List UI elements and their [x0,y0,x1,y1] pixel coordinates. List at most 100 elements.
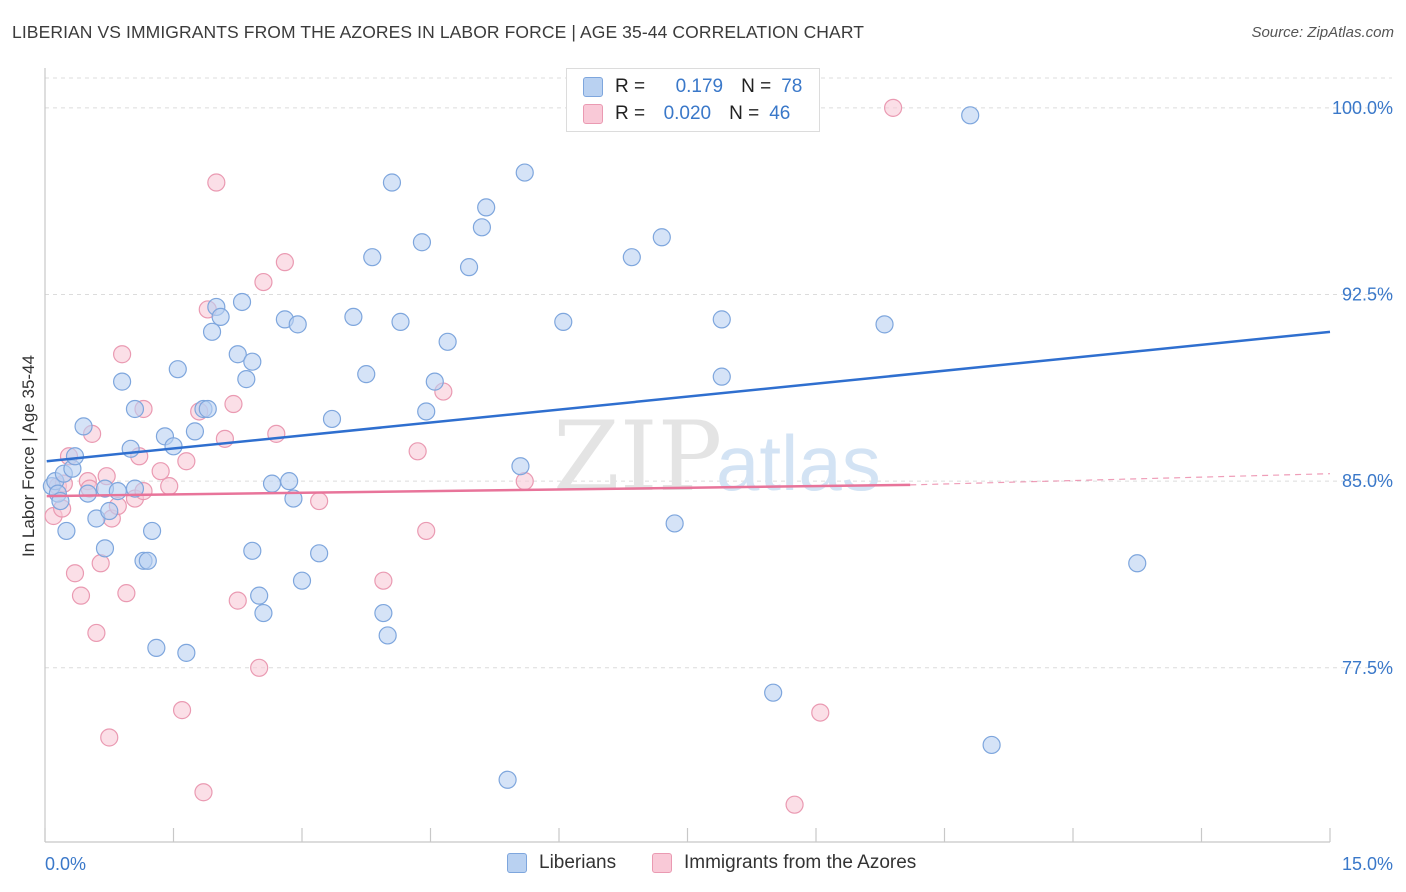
y-tick-label: 92.5% [1342,285,1393,305]
x-tick-label-max: 15.0% [1342,854,1393,874]
azores-point [228,591,247,610]
liberian-point [357,365,376,384]
liberian-point [459,258,479,277]
chart-title: LIBERIAN VS IMMIGRANTS FROM THE AZORES I… [12,22,865,42]
liberian-point [391,312,410,331]
liberian-point [875,315,894,334]
liberian-point [292,571,312,590]
x-tick-label-min: 0.0% [45,854,86,874]
watermark-zip: ZIP [553,401,722,513]
liberian-point [262,474,282,493]
liberian-point [665,514,684,533]
azores-point [112,345,132,364]
liberian-point [417,402,436,421]
source-credit: Source: ZipAtlas.com [1251,24,1394,41]
azores-point [883,98,903,117]
azores-point [811,703,830,722]
legend-item-liberians[interactable]: Liberians [507,852,616,874]
trend-line-azores-extension [910,473,1331,486]
stats-legend: R = 0.179 N = 78 R = 0.020 N = 46 [566,68,820,132]
liberian-point [65,447,85,466]
azores-point [177,452,196,471]
liberian-point [412,233,432,252]
liberian-point [712,310,731,329]
azores-point [785,795,804,814]
liberian-point [374,603,393,623]
liberian-point [378,626,397,645]
tick-labels: 77.5% 85.0% 92.5% 100.0% 0.0% 15.0% [45,98,1393,874]
legend-n-label: N = [729,103,760,124]
liberian-point [652,228,671,247]
liberian-point [95,539,115,558]
liberian-point [185,422,205,441]
liberian-point [250,586,269,605]
azores-point [408,442,427,461]
azores-point [250,658,269,677]
y-tick-label: 100.0% [1332,98,1393,118]
liberian-point [100,501,119,521]
liberian-point [622,248,641,267]
liberian-point [982,735,1001,755]
liberian-point [237,370,256,389]
trend-lines [46,330,1331,498]
azores-point [515,472,534,491]
trend-line-azores [46,483,911,498]
liberian-point [344,307,363,327]
watermark: ZIP atlas [553,401,881,513]
liberian-point [142,521,162,541]
liberian-point [1128,554,1147,573]
liberian-point [211,307,230,327]
azores-point [65,564,85,583]
liberian-point [108,482,127,501]
liberian-point [125,399,145,419]
azores-point [117,584,136,603]
azores-point [172,701,192,720]
legend-swatch-pink [652,853,672,873]
liberian-point [121,439,140,458]
azores-point [151,462,170,481]
azores-point [87,623,106,643]
liberian-point [57,521,76,541]
liberian-point [310,544,329,563]
liberian-point [477,198,496,217]
axes [44,68,1331,843]
legend-r-label: R = [615,76,646,97]
liberian-point [74,417,93,436]
liberian-point [198,399,217,419]
legend-row-liberians: R = 0.179 N = 78 [583,75,802,99]
liberian-point [438,332,457,351]
liberian-point [112,372,132,391]
liberian-point [138,551,157,570]
liberian-point [498,770,517,789]
liberian-point [363,248,382,267]
liberian-point [168,360,187,379]
watermark-atlas: atlas [716,419,881,507]
liberian-point [712,367,731,386]
azores-point [194,783,213,802]
azores-point [254,272,273,292]
legend-swatch-blue [507,853,527,873]
liberian-point [280,472,299,491]
liberian-point [322,409,342,429]
liberian-point [764,683,783,702]
legend-n-value: 46 [769,103,791,124]
y-tick-label: 85.0% [1342,471,1393,491]
legend-n-value: 78 [781,76,803,97]
liberian-point [202,322,222,341]
liberian-point [243,352,262,371]
liberian-point [243,541,262,560]
liberian-point [425,372,444,391]
azores-point [160,477,179,496]
liberian-point [164,437,183,456]
liberian-point [382,173,402,192]
legend-item-azores[interactable]: Immigrants from the Azores [652,852,916,874]
series-legend: Liberians Immigrants from the Azores [0,852,1406,878]
liberian-point [284,489,303,508]
legend-row-azores: R = 0.020 N = 46 [583,102,790,126]
legend-r-value: 0.179 [675,76,724,97]
legend-label-liberians: Liberians [539,852,617,873]
liberian-point [228,345,247,364]
liberian-point [961,106,980,125]
y-tick-label: 77.5% [1342,658,1393,678]
